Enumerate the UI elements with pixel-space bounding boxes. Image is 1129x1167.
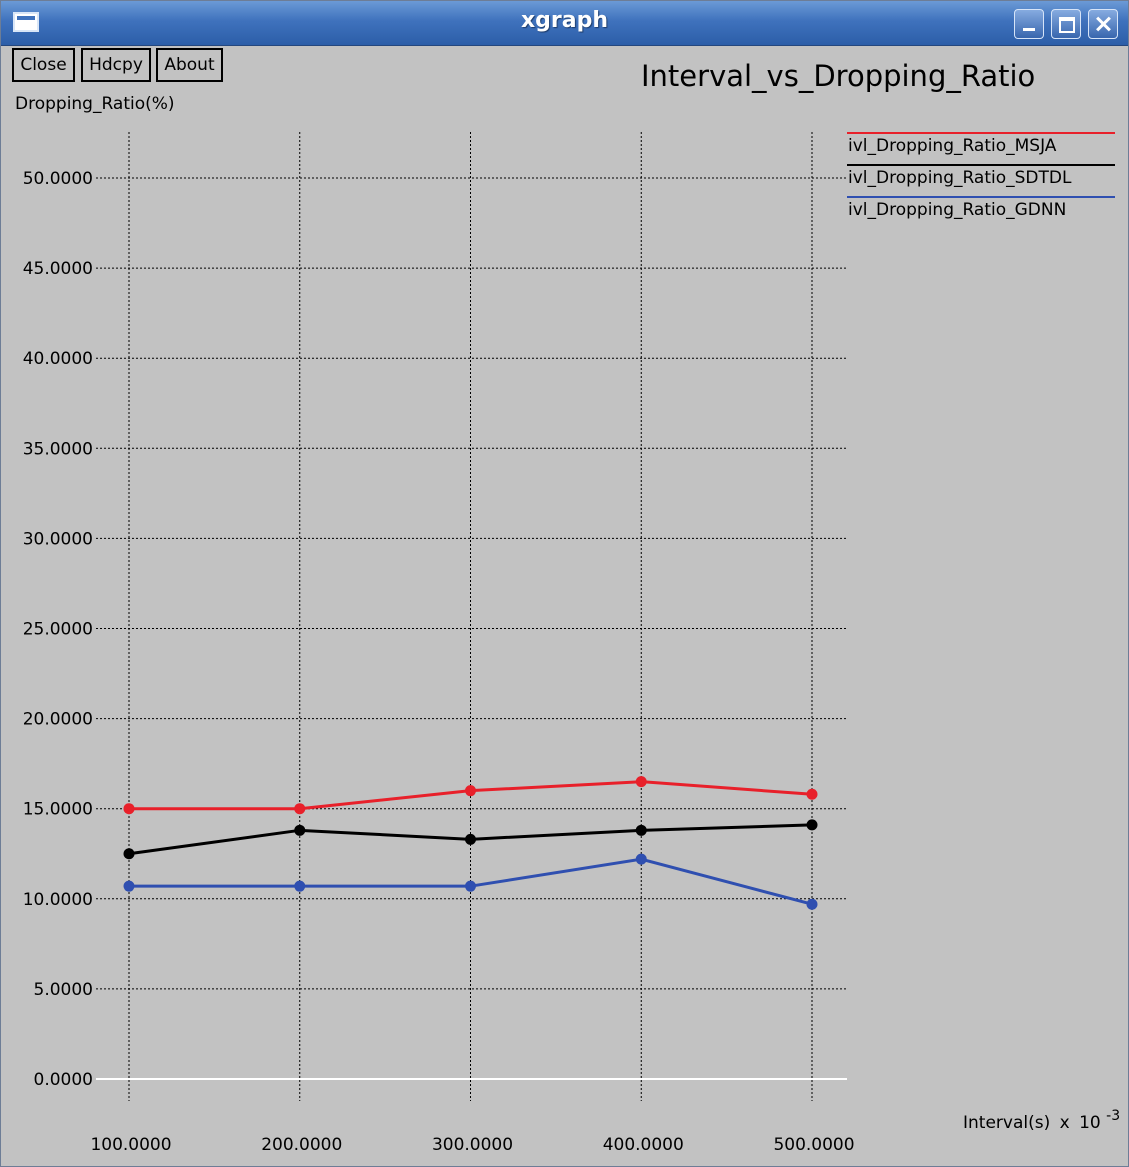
y-tick-label: 35.0000 xyxy=(23,439,93,459)
data-point xyxy=(635,776,647,788)
about-button[interactable]: About xyxy=(156,48,223,82)
x-axis-label: Interval(s) x 10 -3 xyxy=(963,1108,1120,1133)
x-tick-label: 400.0000 xyxy=(603,1135,684,1155)
series-ivl_Dropping_Ratio_SDTDL xyxy=(123,819,818,860)
y-tick-label: 30.0000 xyxy=(23,529,93,549)
y-tick-label: 25.0000 xyxy=(23,620,93,640)
x-axis-label-main: Interval(s) xyxy=(963,1113,1050,1133)
legend-item: ivl_Dropping_Ratio_GDNN xyxy=(847,196,1115,220)
legend-label: ivl_Dropping_Ratio_GDNN xyxy=(848,200,1066,220)
maximize-button[interactable] xyxy=(1051,9,1081,39)
data-point xyxy=(635,853,647,865)
window-menu-icon[interactable] xyxy=(13,12,39,32)
close-button[interactable]: Close xyxy=(12,48,75,82)
data-point xyxy=(123,848,135,860)
legend-label: ivl_Dropping_Ratio_MSJA xyxy=(848,136,1057,156)
window-close-button[interactable] xyxy=(1088,9,1118,39)
data-point xyxy=(635,824,647,836)
y-tick-label: 20.0000 xyxy=(23,710,93,730)
data-point xyxy=(806,819,818,831)
data-point xyxy=(465,785,476,797)
legend: ivl_Dropping_Ratio_MSJA ivl_Dropping_Rati… xyxy=(847,132,1115,220)
series-ivl_Dropping_Ratio_MSJA xyxy=(123,776,818,815)
series-group xyxy=(123,776,818,910)
y-tick-label: 45.0000 xyxy=(23,259,93,279)
title-bar[interactable]: xgraph xyxy=(1,1,1128,46)
y-tick-label: 0.0000 xyxy=(34,1070,93,1090)
y-tick-label: 5.0000 xyxy=(34,980,93,1000)
legend-label: ivl_Dropping_Ratio_SDTDL xyxy=(848,168,1072,188)
series-ivl_Dropping_Ratio_GDNN xyxy=(123,853,818,910)
legend-item: ivl_Dropping_Ratio_MSJA xyxy=(847,132,1115,156)
data-point xyxy=(465,880,476,892)
x-tick-label: 100.0000 xyxy=(90,1135,171,1155)
chart-title: Interval_vs_Dropping_Ratio xyxy=(641,59,1036,93)
y-axis-label: Dropping_Ratio(%) xyxy=(15,94,175,114)
y-tick-label: 40.0000 xyxy=(23,349,93,369)
data-point xyxy=(806,788,818,800)
legend-item: ivl_Dropping_Ratio_SDTDL xyxy=(847,164,1115,188)
data-point xyxy=(294,803,306,815)
minimize-button[interactable] xyxy=(1014,9,1044,39)
x-tick-label: 300.0000 xyxy=(432,1135,513,1155)
y-tick-label: 10.0000 xyxy=(23,890,93,910)
x-axis-label-exponent: -3 xyxy=(1106,1108,1120,1124)
grid: 0.0000 5.0000 10.0000 15.0000 20.0000 25.0000… xyxy=(23,132,855,1155)
hardcopy-button[interactable]: Hdcpy xyxy=(81,48,151,82)
data-point xyxy=(123,803,135,815)
y-tick-label: 50.0000 xyxy=(23,169,93,189)
data-point xyxy=(465,833,476,845)
y-tick-label: 15.0000 xyxy=(23,800,93,820)
data-point xyxy=(123,880,135,892)
data-point xyxy=(294,824,306,836)
window-title: xgraph xyxy=(520,8,609,33)
data-point xyxy=(294,880,306,892)
data-point xyxy=(806,898,818,910)
x-axis-label-times: x xyxy=(1060,1113,1070,1133)
x-tick-label: 200.0000 xyxy=(261,1135,342,1155)
x-tick-label: 500.0000 xyxy=(773,1135,854,1155)
x-axis-label-base: 10 xyxy=(1079,1113,1101,1133)
